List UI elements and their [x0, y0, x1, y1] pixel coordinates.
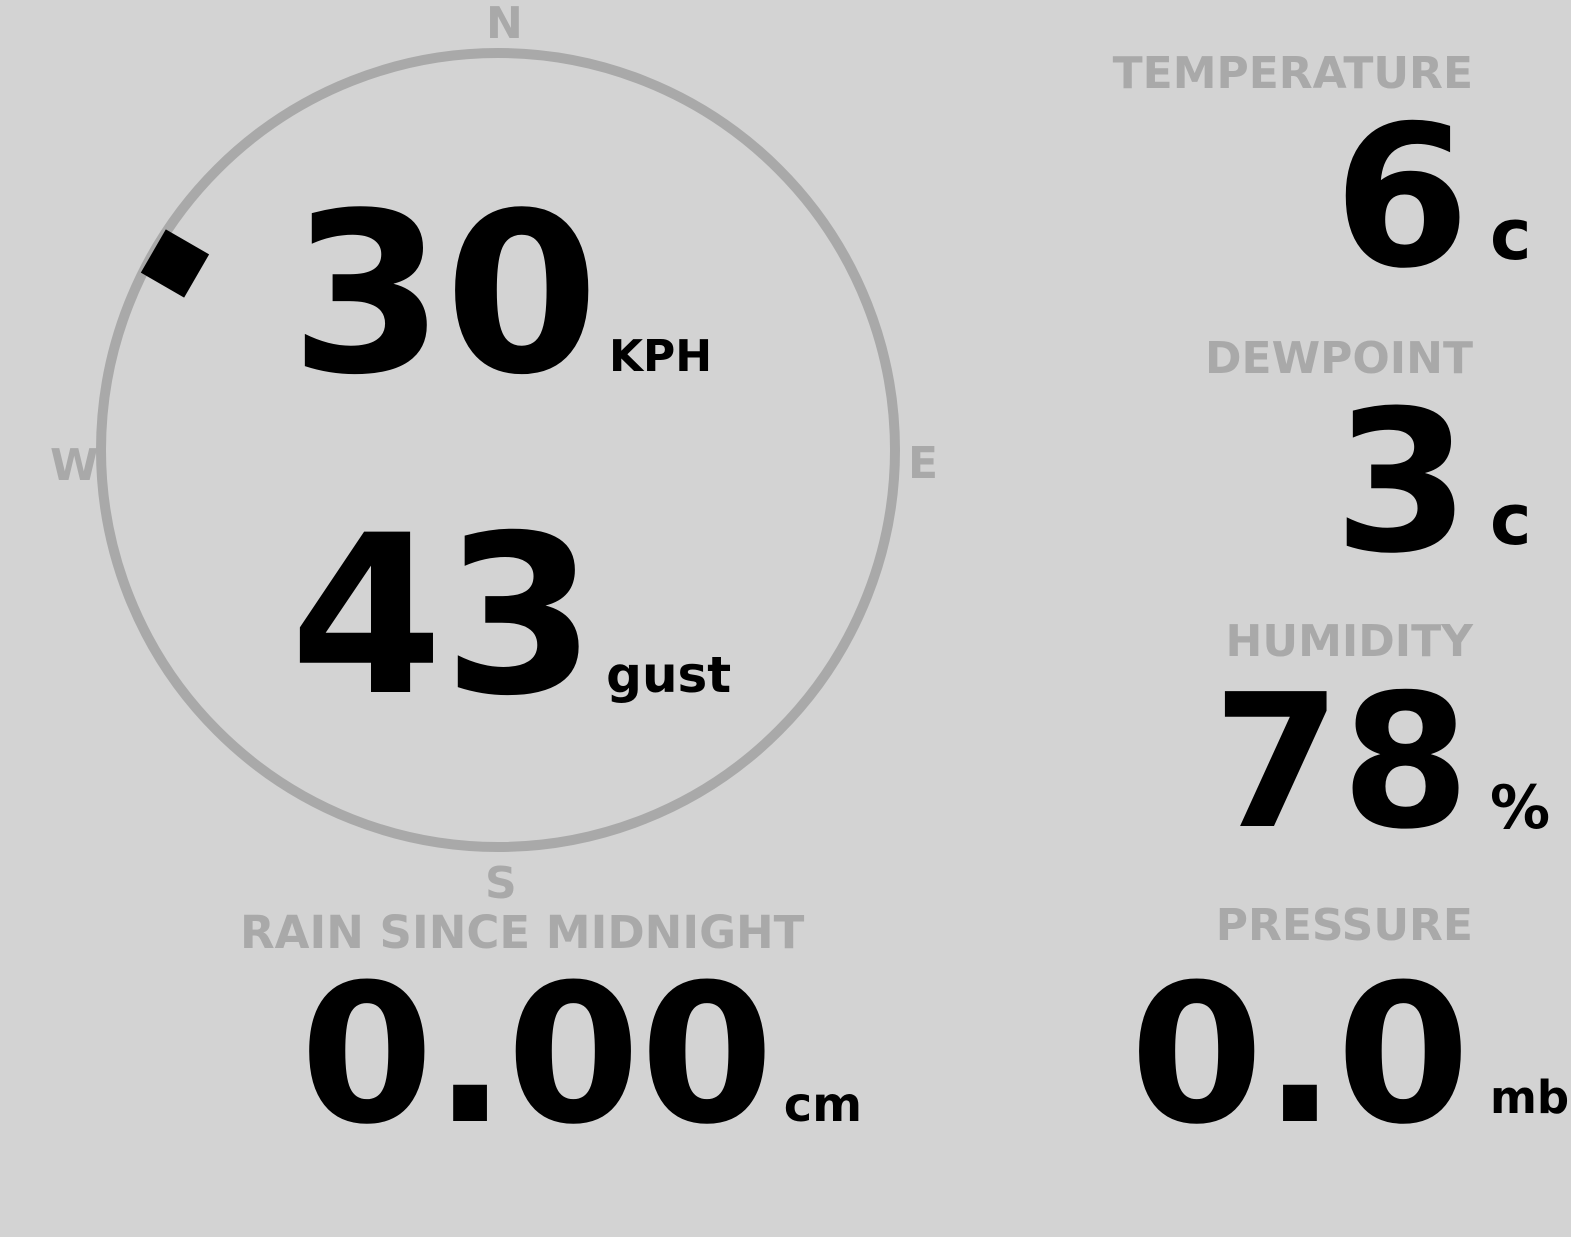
wind-direction-pointer	[140, 229, 210, 298]
wind-speed-unit: KPH	[608, 331, 713, 382]
wind-gust-value: 43	[290, 488, 597, 744]
wind-gust-unit: gust	[606, 646, 732, 704]
humidity-value: 78	[1212, 654, 1470, 870]
dewpoint-unit: c	[1490, 479, 1532, 561]
rain-value: 0.00	[300, 944, 774, 1167]
compass-north: N	[486, 0, 523, 49]
rain-unit: cm	[783, 1077, 863, 1133]
compass-ring	[96, 48, 900, 852]
dewpoint-value: 3	[1333, 369, 1470, 597]
compass-east: E	[908, 438, 939, 489]
temperature-value: 6	[1333, 84, 1470, 312]
dewpoint-label: DEWPOINT	[1205, 333, 1473, 384]
wind-speed-value: 30	[290, 166, 599, 424]
temperature-unit: c	[1490, 194, 1532, 276]
compass-south: S	[485, 858, 517, 909]
temperature-label: TEMPERATURE	[1112, 48, 1473, 99]
compass-west: W	[50, 440, 99, 491]
rain-label: RAIN SINCE MIDNIGHT	[240, 906, 805, 959]
pressure-value: 0.0	[1129, 944, 1470, 1167]
pressure-unit: mb	[1490, 1071, 1570, 1124]
wind-speed-row: 30 KPH	[290, 184, 712, 406]
humidity-label: HUMIDITY	[1225, 616, 1473, 667]
wind-gust-row: 43 gust	[290, 506, 731, 726]
rain-row: 0.00 cm	[300, 960, 862, 1152]
pressure-label: PRESSURE	[1215, 900, 1473, 951]
humidity-unit: %	[1490, 773, 1551, 843]
